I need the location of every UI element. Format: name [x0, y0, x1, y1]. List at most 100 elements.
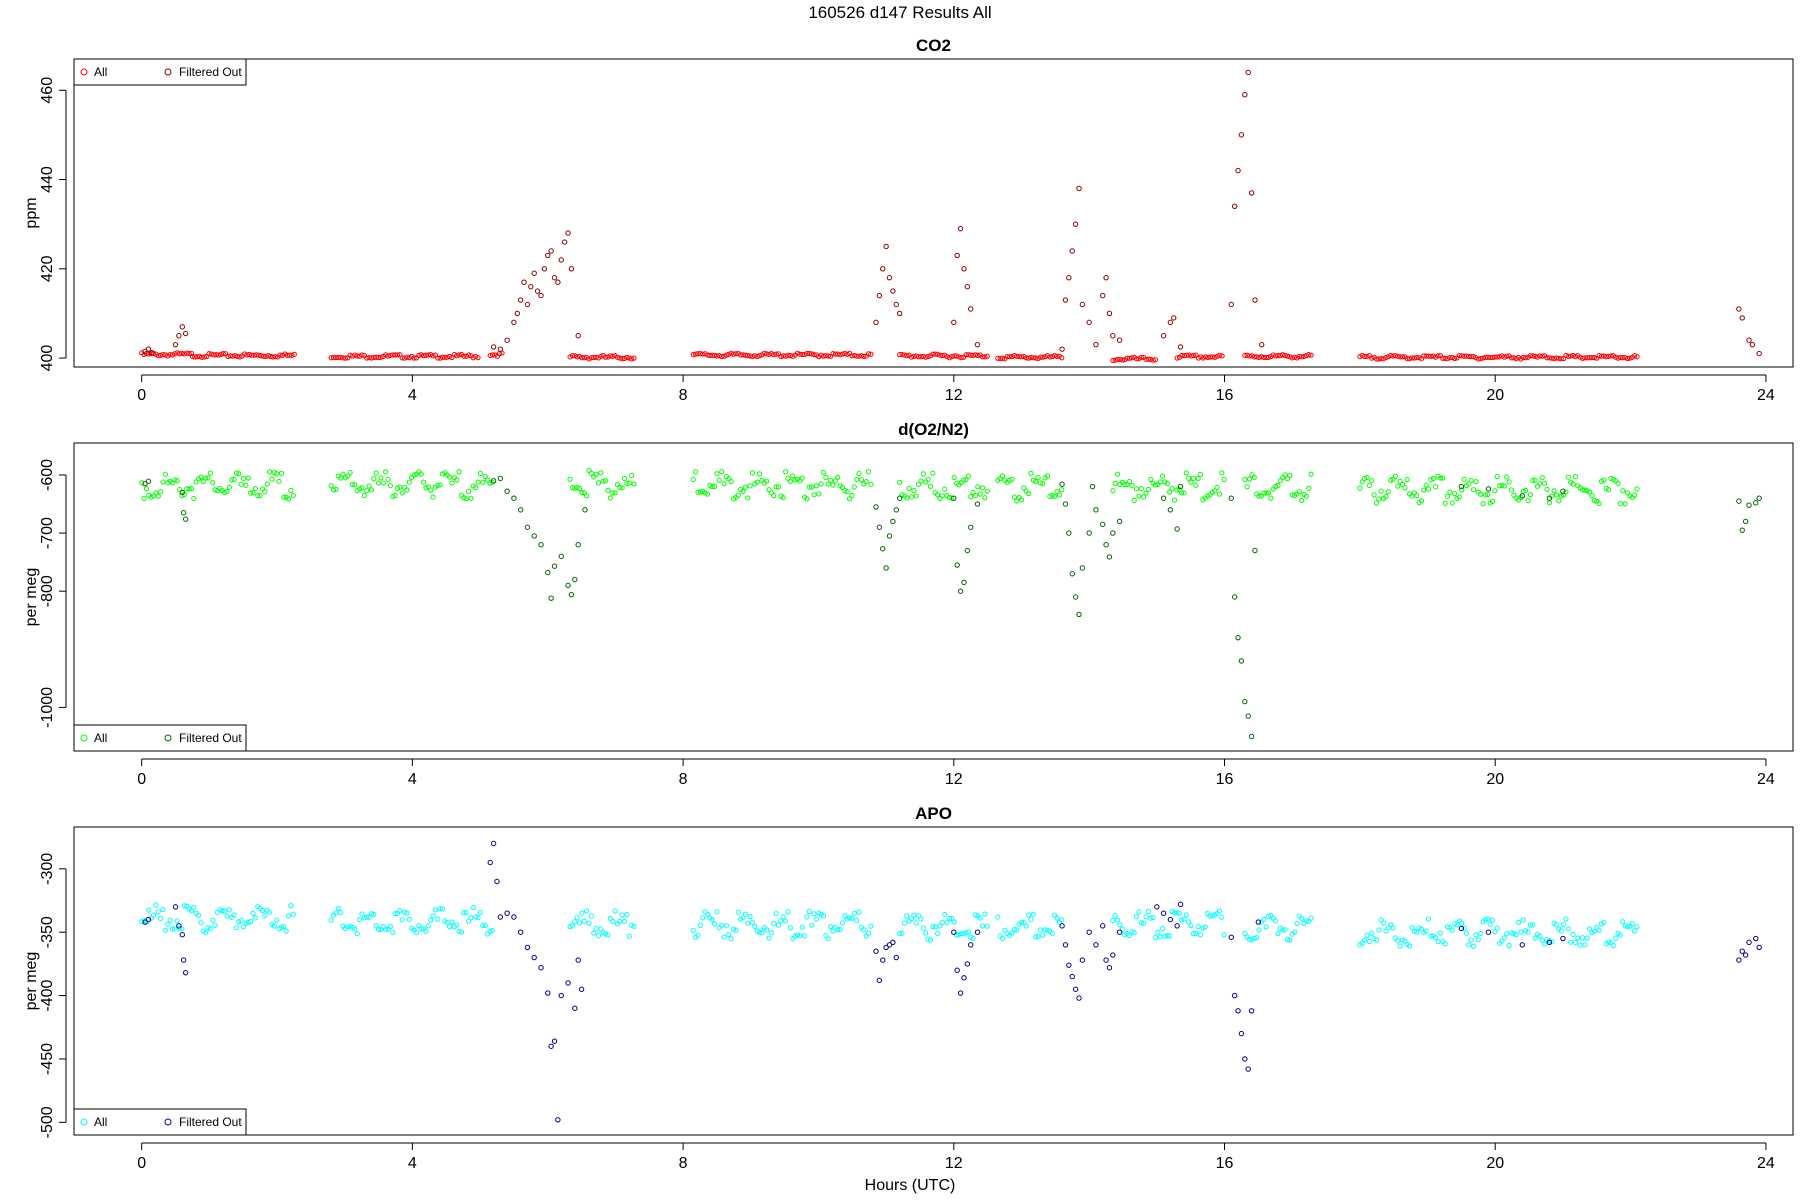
- point-all: [1558, 356, 1564, 362]
- point-all: [1428, 353, 1434, 359]
- point-all: [1207, 913, 1213, 919]
- point-all: [1155, 929, 1161, 935]
- point-all: [1284, 475, 1291, 482]
- point-all: [1183, 470, 1189, 476]
- point-all: [593, 471, 599, 477]
- point-all: [579, 910, 585, 916]
- point-all: [174, 918, 180, 924]
- point-all: [714, 909, 720, 915]
- point-all: [174, 350, 180, 356]
- point-all: [1195, 924, 1201, 930]
- point-all: [1219, 914, 1225, 920]
- point-filtered: [531, 954, 537, 961]
- point-all: [1301, 353, 1307, 360]
- point-all: [1459, 487, 1465, 493]
- point-filtered: [1235, 634, 1241, 641]
- point-all: [621, 918, 628, 925]
- point-all: [1582, 487, 1588, 493]
- point-all: [1632, 928, 1638, 934]
- point-all: [373, 470, 379, 476]
- point-all: [375, 927, 382, 933]
- point-all: [1575, 935, 1581, 941]
- point-all: [1359, 352, 1365, 359]
- point-filtered: [565, 980, 571, 986]
- y-tick-label: -1000: [39, 687, 56, 728]
- point-all: [863, 479, 869, 485]
- point-all: [626, 480, 632, 486]
- point-filtered: [517, 507, 524, 513]
- panel-2: APO 0 4 8 12 16 20 24 -300 -350 -400 -450 -500 per me…: [23, 804, 1794, 1172]
- point-all: [1183, 912, 1189, 918]
- point-filtered: [578, 986, 585, 992]
- point-all: [801, 933, 808, 939]
- point-filtered: [1248, 1008, 1255, 1014]
- point-all: [849, 353, 855, 359]
- x-tick-label: 4: [408, 1155, 417, 1172]
- point-all: [218, 351, 224, 357]
- point-all: [1480, 501, 1486, 507]
- point-all: [285, 913, 292, 919]
- point-all: [1129, 929, 1135, 935]
- point-all: [1553, 921, 1560, 928]
- point-all: [714, 353, 720, 359]
- point-all: [740, 352, 746, 358]
- point-all: [1513, 932, 1519, 938]
- point-all: [1129, 482, 1135, 488]
- point-all: [766, 351, 772, 358]
- point-all: [1404, 476, 1410, 483]
- point-all: [1414, 492, 1420, 499]
- point-all: [911, 487, 917, 494]
- point-all: [268, 353, 274, 359]
- point-all: [617, 355, 623, 361]
- point-all: [771, 920, 777, 926]
- point-all: [1004, 353, 1010, 360]
- point-all: [1468, 353, 1474, 360]
- data-points: [139, 467, 1762, 740]
- point-all: [1035, 933, 1041, 940]
- point-filtered: [511, 914, 517, 920]
- point-all: [1035, 474, 1041, 481]
- point-all: [806, 484, 812, 490]
- point-all: [804, 350, 810, 357]
- point-all: [249, 352, 255, 358]
- point-all: [1461, 476, 1467, 482]
- point-all: [1131, 929, 1137, 936]
- point-all: [1308, 471, 1314, 477]
- y-tick-label: -800: [39, 575, 56, 607]
- point-filtered: [497, 914, 504, 920]
- point-all: [695, 932, 701, 939]
- point-all: [764, 351, 770, 357]
- point-all: [1030, 911, 1036, 917]
- point-all: [225, 353, 231, 360]
- point-filtered: [1062, 297, 1069, 303]
- point-all: [1246, 476, 1253, 482]
- point-all: [423, 352, 429, 358]
- point-all: [1291, 929, 1298, 935]
- point-all: [375, 354, 382, 361]
- point-all: [908, 354, 915, 360]
- point-filtered: [1228, 495, 1234, 501]
- point-all: [984, 353, 990, 359]
- point-all: [813, 483, 820, 489]
- point-all: [785, 909, 791, 915]
- point-all: [629, 356, 635, 362]
- point-all: [340, 471, 346, 477]
- point-all: [338, 909, 344, 916]
- x-tick-label: 4: [408, 771, 417, 788]
- point-all: [1537, 481, 1543, 487]
- point-all: [690, 927, 696, 933]
- point-all: [1188, 353, 1194, 359]
- point-all: [949, 354, 955, 360]
- point-all: [1511, 355, 1517, 361]
- point-all: [1572, 939, 1579, 945]
- point-all: [399, 355, 405, 361]
- point-all: [291, 351, 297, 357]
- point-filtered: [890, 518, 896, 525]
- point-all: [456, 469, 462, 475]
- point-all: [1373, 500, 1380, 506]
- point-all: [1440, 355, 1446, 361]
- point-all: [923, 930, 929, 936]
- point-all: [418, 471, 424, 477]
- point-all: [1570, 481, 1576, 487]
- point-all: [693, 469, 699, 475]
